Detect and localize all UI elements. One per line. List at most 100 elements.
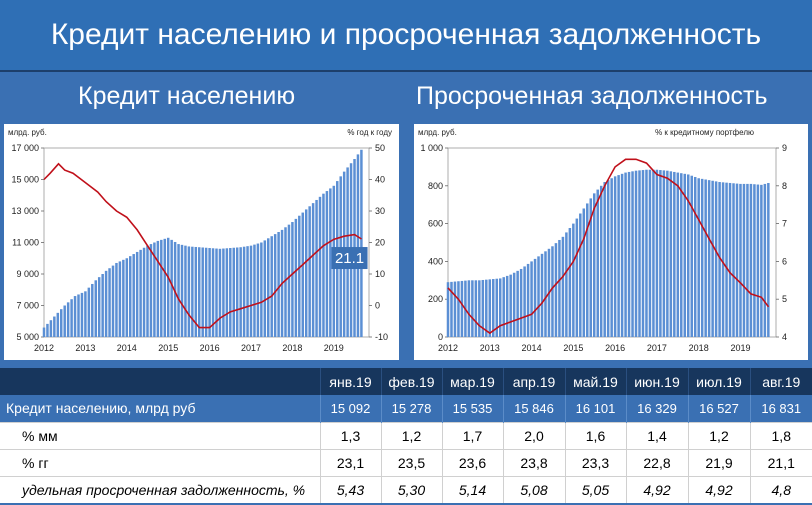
bar [540,253,544,337]
bar [184,245,187,337]
bar [101,274,104,337]
bar [565,232,568,337]
bar [356,154,360,337]
left-tick-label: 9 000 [16,269,39,279]
table-cell: 5,05 [564,475,626,503]
bar [739,183,742,337]
bar [125,258,129,337]
data-table: янв.19 фев.19 мар.19 апр.19 май.19 июн.19 июл.… [0,368,812,505]
bar [160,239,163,337]
right-tick-label: 8 [782,181,787,191]
bar [235,247,239,337]
bar [610,178,613,337]
bar [714,181,718,337]
bar [666,170,669,337]
bar [687,174,690,337]
x-tick-label: 2019 [324,343,344,353]
bar [49,320,53,337]
table-row-label: % гг [0,448,320,476]
bar [676,172,680,337]
bar [222,248,225,337]
x-tick-label: 2014 [117,343,137,353]
bar [620,173,624,337]
bar [232,247,235,337]
title-divider [0,70,812,72]
bar [191,246,194,337]
bar [596,189,599,337]
table-cell: 22,8 [625,448,688,476]
x-tick-label: 2015 [563,343,583,353]
bar [42,327,46,337]
left-tick-label: 11 000 [12,238,39,248]
bar [218,248,222,337]
bar [311,203,315,337]
left-tick-label: 7 000 [16,301,39,311]
table-cell: 1,2 [687,421,750,449]
table-cell: 15 535 [441,395,503,422]
bar [582,208,586,337]
bar [592,193,596,337]
overdue-chart-panel: млрд. руб. % к кредитному портфелю 0 200 400… [414,124,808,360]
bar [652,169,655,337]
table-cell: 21,1 [749,448,812,476]
table-row-label: % мм [0,421,320,449]
table-cell: 1,7 [441,421,503,449]
bar [572,223,575,337]
bar [325,191,329,337]
left-tick-label: 13 000 [11,206,39,216]
bar [308,206,311,337]
bar [135,251,139,337]
bar [70,299,73,337]
bar [208,248,211,337]
table-cell: 23,6 [441,448,503,476]
bar [648,169,652,337]
bar [104,270,108,337]
left-tick-label: 17 000 [11,143,39,153]
bar [301,212,304,337]
bar [457,281,460,337]
bar [129,256,132,337]
bar [638,170,641,337]
bar [270,236,273,337]
bar [142,247,146,337]
x-tick-label: 2012 [34,343,54,353]
bar [533,258,537,337]
bar [641,170,645,337]
bar [645,169,648,337]
bar [204,247,208,337]
right-tick-label: 9 [782,143,787,153]
credit-chart-panel: млрд. руб. % год к году 5 000 7 000 9 000 11 … [4,124,399,360]
bar [460,280,464,337]
bar [728,182,732,337]
bar [111,265,115,337]
bar [66,302,70,337]
table-row: Кредит населению, млрд руб 15 092 15 278 15… [0,395,812,422]
x-tick-label: 2018 [689,343,709,353]
bar [80,292,84,337]
bar [467,280,471,337]
table-row-label: Кредит населению, млрд руб [0,395,320,422]
left-unit-label: млрд. руб. [8,128,47,137]
bar [498,278,502,337]
bar [523,266,526,337]
bar [229,248,232,337]
bar [575,218,579,337]
bar [530,261,533,337]
bar [187,246,191,337]
bar [700,178,704,337]
bar [277,232,280,337]
right-tick-label: 20 [375,238,385,248]
bar [624,172,627,337]
table-month-header: мар.19 [441,368,503,395]
bar [669,171,673,337]
left-tick-label: 0 [438,332,443,342]
bar [246,246,249,337]
bar [87,287,91,337]
bar [516,270,519,337]
right-tick-label: 50 [375,143,385,153]
bar [194,246,198,337]
bar [108,268,111,337]
bar [519,268,523,337]
bar [749,183,753,337]
bar [450,281,453,337]
